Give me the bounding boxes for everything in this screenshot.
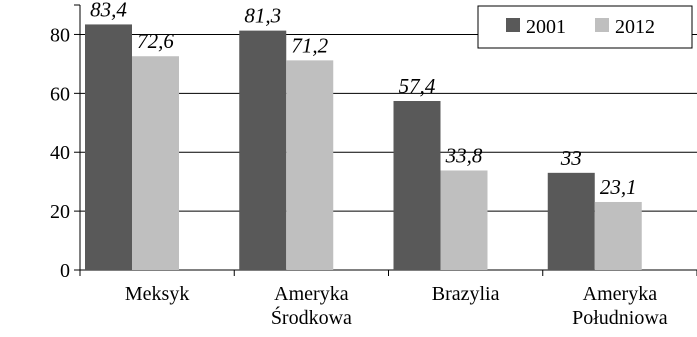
legend-swatch-2012 <box>595 18 609 32</box>
y-tick-labels: 0 20 40 60 80 <box>50 24 70 282</box>
category-label-3: Ameryka Południowa <box>572 283 668 329</box>
legend-label-2012: 2012 <box>615 16 655 38</box>
data-label-2001-3: 33 <box>560 146 582 170</box>
bar-2001-1 <box>239 30 287 270</box>
y-tick-label-40: 40 <box>50 142 70 164</box>
data-label-2001-1: 81,3 <box>244 4 281 28</box>
bars <box>85 24 642 270</box>
data-label-2012-1: 71,2 <box>291 33 328 57</box>
data-labels: 83,4 81,3 57,4 33 72,6 71,2 33,8 23,1 <box>90 0 637 199</box>
data-label-2012-2: 33,8 <box>445 143 483 167</box>
data-label-2001-0: 83,4 <box>90 0 127 21</box>
category-label-line: Meksyk <box>125 283 189 305</box>
bar-2012-3 <box>594 201 642 270</box>
y-tick-label-0: 0 <box>60 260 70 282</box>
legend-label-2001: 2001 <box>526 16 566 38</box>
category-label-line: Południowa <box>572 307 668 329</box>
bar-2012-2 <box>440 170 488 270</box>
bar-2012-1 <box>286 60 334 270</box>
category-label-1: Ameryka Środkowa <box>271 283 352 329</box>
legend: 2001 2012 <box>477 5 693 49</box>
data-label-2001-2: 57,4 <box>399 74 436 98</box>
data-label-2012-3: 23,1 <box>600 175 637 199</box>
y-tick-label-80: 80 <box>50 24 70 46</box>
category-label-line: Brazylia <box>432 283 500 305</box>
category-label-line: Ameryka <box>274 283 349 305</box>
bar-2001-0 <box>85 24 132 270</box>
y-tick-label-60: 60 <box>50 83 70 105</box>
y-tick-label-20: 20 <box>50 201 70 223</box>
legend-swatch-2001 <box>506 18 520 32</box>
category-label-line: Ameryka <box>583 283 658 305</box>
category-label-0: Meksyk <box>125 283 189 305</box>
category-label-line: Środkowa <box>271 305 352 329</box>
bar-2001-2 <box>393 100 441 270</box>
bar-2001-3 <box>547 172 595 270</box>
bar-2012-0 <box>132 56 179 270</box>
data-label-2012-0: 72,6 <box>137 29 174 53</box>
category-label-2: Brazylia <box>432 283 500 305</box>
